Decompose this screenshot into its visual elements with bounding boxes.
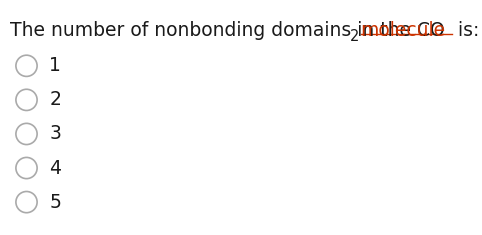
Text: 2: 2 xyxy=(49,90,61,109)
Text: 1: 1 xyxy=(49,56,61,75)
Text: 2: 2 xyxy=(350,29,359,44)
Text: 5: 5 xyxy=(49,193,61,212)
Text: The number of nonbonding domains in the CO: The number of nonbonding domains in the … xyxy=(10,21,444,40)
Text: is:: is: xyxy=(452,21,479,40)
Text: 3: 3 xyxy=(49,125,61,143)
Text: 4: 4 xyxy=(49,159,61,177)
Text: molecule: molecule xyxy=(361,21,446,40)
